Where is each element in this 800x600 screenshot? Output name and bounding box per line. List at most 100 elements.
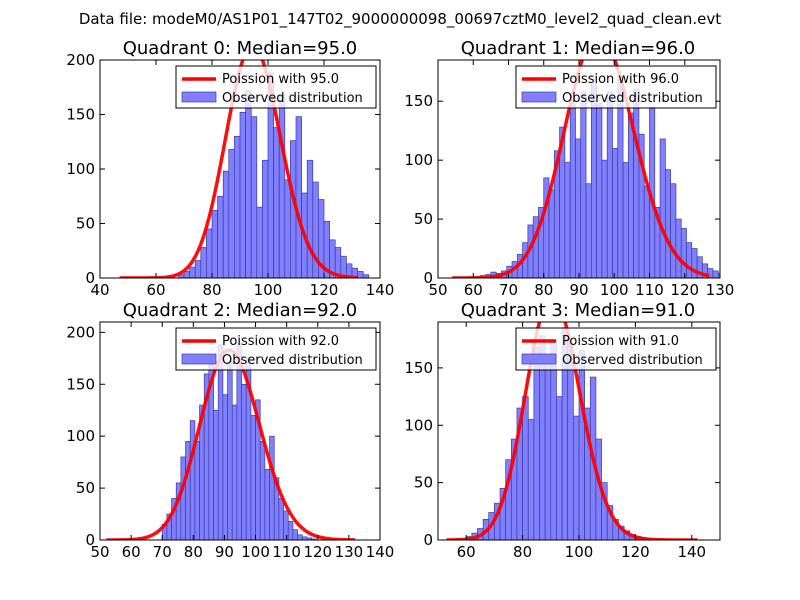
legend-line-label: Poission with 96.0 (562, 72, 679, 87)
x-tick-label: 80 (513, 543, 532, 561)
legend-line-label: Poission with 92.0 (222, 334, 339, 349)
quadrant-2-panel: Quadrant 2: Median=92.0 50 60 70 80 90 100 110… (66, 300, 394, 561)
histogram-bar (522, 396, 529, 540)
x-tick-label: 70 (153, 543, 172, 561)
histogram-bar (295, 116, 302, 278)
legend-line-label: Poission with 91.0 (562, 334, 679, 349)
x-tick-label: 50 (90, 543, 109, 561)
legend-bar-swatch (521, 353, 557, 365)
legend-bar-label: Observed distribution (562, 353, 703, 368)
x-tick-label: 140 (366, 281, 395, 299)
x-tick-label: 40 (90, 281, 109, 299)
figure-suptitle: Data file: modeM0/AS1P01_147T02_90000000… (79, 10, 721, 29)
histogram-bar (544, 358, 552, 540)
histogram-bar (284, 179, 291, 278)
x-tick-label: 60 (146, 281, 165, 299)
y-tick-label: 50 (76, 215, 95, 233)
histogram-bar (200, 247, 207, 278)
legend-line-label: Poission with 95.0 (222, 72, 339, 87)
histogram-bar (548, 189, 555, 278)
histogram-bar (189, 420, 196, 540)
histogram-bar (283, 510, 289, 540)
histogram-bar (287, 520, 294, 540)
x-tick-label: 120 (621, 543, 650, 561)
histogram-bar (213, 409, 219, 540)
histogram-bar (578, 350, 585, 540)
legend-bar-label: Observed distribution (222, 91, 363, 106)
legend: Poission with 91.0 Observed distribution (515, 327, 717, 371)
x-tick-label: 60 (122, 543, 141, 561)
y-tick-label: 200 (66, 51, 95, 69)
histogram-bar (311, 538, 317, 540)
histogram-bar (245, 90, 252, 278)
y-tick-label: 0 (423, 269, 433, 287)
x-tick-label: 100 (565, 543, 594, 561)
histogram-bar (633, 89, 640, 278)
histogram-bar (527, 419, 535, 540)
histogram-bar (717, 272, 720, 278)
histogram-bar (292, 529, 298, 540)
y-tick-label: 150 (66, 106, 95, 124)
quadrant-3-title: Quadrant 3: Median=91.0 (461, 300, 696, 321)
histogram-bar (643, 185, 650, 278)
histogram-bar (180, 456, 186, 540)
y-tick-label: 50 (76, 479, 95, 497)
histogram-bar (278, 94, 286, 278)
x-tick-label: 90 (569, 281, 588, 299)
x-tick-label: 140 (366, 543, 395, 561)
histogram-bar (269, 435, 275, 540)
quadrant-0-panel: Quadrant 0: Median=95.0 40 60 80 100 120 140 0… (66, 38, 394, 299)
histogram-bar (627, 112, 634, 278)
y-tick-label: 0 (85, 531, 95, 549)
histogram-bar (236, 342, 242, 540)
histogram-bar (596, 103, 603, 278)
histogram-bar (670, 183, 677, 278)
y-tick-label: 100 (404, 151, 433, 169)
x-tick-label: 110 (635, 281, 664, 299)
quadrant-3-panel: Quadrant 3: Median=91.0 60 80 100 120 140 0 50… (404, 300, 721, 561)
y-tick-label: 0 (423, 531, 433, 549)
histogram-bar (362, 274, 370, 278)
x-tick-label: 120 (303, 543, 332, 561)
histogram-bar (231, 404, 238, 540)
legend-bar-label: Observed distribution (562, 91, 703, 106)
histogram-bar (278, 498, 284, 540)
legend: Poission with 96.0 Observed distribution (515, 65, 717, 109)
histogram-bar (222, 394, 228, 540)
histogram-bar (185, 441, 191, 540)
x-tick-label: 120 (310, 281, 339, 299)
histogram-bar (712, 270, 719, 278)
legend: Poission with 95.0 Observed distribution (175, 65, 377, 109)
x-tick-label: 130 (706, 281, 735, 299)
histogram-bar (601, 159, 608, 278)
axes-frame (99, 321, 381, 541)
histogram-bar (567, 344, 574, 540)
x-tick-label: 80 (184, 543, 203, 561)
histogram-bar (580, 91, 587, 278)
histogram-bar (194, 441, 200, 540)
x-tick-label: 60 (457, 543, 476, 561)
y-tick-label: 100 (66, 160, 95, 178)
histogram-bar (194, 260, 202, 278)
histogram-bar (533, 346, 540, 540)
histogram-bar (556, 396, 563, 540)
histogram-bar (227, 361, 233, 540)
histogram-bar (217, 195, 224, 278)
y-tick-label: 50 (414, 474, 433, 492)
histogram-bar (228, 149, 235, 278)
x-tick-label: 80 (202, 281, 221, 299)
legend-bar-label: Observed distribution (222, 353, 363, 368)
histogram-bar (622, 162, 629, 278)
x-tick-label: 90 (215, 543, 234, 561)
x-tick-label: 80 (534, 281, 553, 299)
histogram-bar (606, 91, 613, 278)
x-tick-label: 60 (464, 281, 483, 299)
x-tick-label: 100 (241, 543, 270, 561)
histogram-bar (575, 138, 582, 278)
histogram-bar (241, 383, 247, 540)
histogram-bar (250, 415, 256, 540)
histogram-bar (250, 116, 258, 278)
histogram-bar (256, 206, 263, 278)
quadrant-1-title: Quadrant 1: Median=96.0 (461, 38, 696, 59)
